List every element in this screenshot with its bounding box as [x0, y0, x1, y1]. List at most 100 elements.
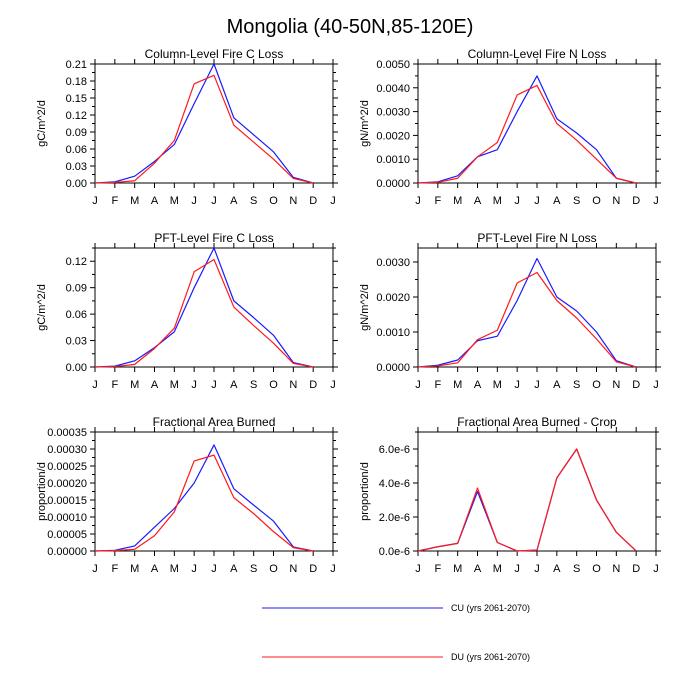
panel-3-point-cu [232, 299, 235, 302]
panel-3-point-cu [193, 286, 196, 289]
panel-2-xtick-label: J [415, 195, 421, 207]
panel-3-point-du [193, 270, 196, 273]
panel-5-ytick-label: 0.00000 [47, 546, 87, 558]
panel-3-point-du [272, 342, 275, 345]
panel-6-xtick-label: J [653, 563, 659, 575]
panel-4-point-du [516, 282, 519, 285]
panel-1-ytick-label: 0.12 [66, 110, 87, 122]
panel-4-point-du [476, 338, 479, 341]
panel-5-xtick-label: J [330, 563, 336, 575]
panel-1-xtick-label: J [191, 195, 197, 207]
panel-3-xtick-label: M [170, 379, 179, 391]
panel-3-point-du [113, 365, 116, 368]
panel-2-xtick-label: M [453, 195, 462, 207]
panel-2-point-cu [595, 148, 598, 151]
panel-6-xtick-label: O [592, 563, 601, 575]
panel-6-xtick-label: J [514, 563, 520, 575]
panel-6-point-du [436, 545, 439, 548]
panel-5-ytick-label: 0.00030 [47, 444, 87, 456]
panel-4-xtick-label: S [573, 379, 580, 391]
panel-6-point-du [555, 476, 558, 479]
panel-5-xtick-label: M [170, 563, 179, 575]
panel-5-point-du [232, 496, 235, 499]
panel-1-xtick-label: D [309, 195, 317, 207]
panel-5-xtick-label: J [92, 563, 98, 575]
panel-3-point-du [213, 258, 216, 261]
panel-1-point-cu [173, 143, 176, 146]
panel-3-point-cu [272, 334, 275, 337]
legend-label-du: DU (yrs 2061-2070) [451, 652, 530, 662]
panel-6-point-du [536, 549, 539, 552]
panel-6-xtick-label: M [493, 563, 502, 575]
panel-4-xtick-label: O [592, 379, 601, 391]
panel-3-point-du [153, 347, 156, 350]
panel-2-xtick-label: F [434, 195, 441, 207]
figure-title: Mongolia (40-50N,85-120E) [227, 16, 474, 38]
panel-4-xtick-label: N [612, 379, 620, 391]
panel-5-point-du [272, 530, 275, 533]
panel-6-xtick-label: J [415, 563, 421, 575]
panel-2-point-cu [496, 148, 499, 151]
panel-3-ytick-label: 0.00 [66, 362, 87, 374]
panel-4-xtick-label: A [553, 379, 561, 391]
panel-2-point-du [436, 181, 439, 184]
panel-3-point-du [292, 362, 295, 365]
panel-3-point-du [252, 324, 255, 327]
panel-5-xtick-label: J [191, 563, 197, 575]
panel-3-ytick-label: 0.03 [66, 336, 87, 348]
panel-2-point-du [536, 84, 539, 87]
panel-1-point-du [173, 139, 176, 142]
panel-5-xtick-label: O [269, 563, 278, 575]
panel-1-xtick-label: O [269, 195, 278, 207]
panel-5-series-du [94, 454, 314, 552]
panel-2-point-cu [516, 110, 519, 113]
panel-5-xtick-label: F [111, 563, 118, 575]
panel-6-ytick-label: 0.0e-6 [379, 546, 410, 558]
panel-3-point-cu [213, 247, 216, 250]
panel-2-point-du [615, 177, 618, 180]
panel-5: Fractional Area Burned proportion/d 0.0000… [36, 415, 338, 575]
panel-5-point-cu [193, 482, 196, 485]
panels: Column-Level Fire C Loss gC/m^2/d 0.00 0.03… [36, 47, 661, 575]
panel-3-xtick-label: A [151, 379, 159, 391]
panel-1-point-du [272, 158, 275, 161]
panel-2-point-du [476, 155, 479, 158]
panel-1-point-cu [133, 175, 136, 178]
panel-3-ylabel: gC/m^2/d [36, 284, 48, 331]
panel-4-xtick-label: D [632, 379, 640, 391]
panel-2-xtick-label: D [632, 195, 640, 207]
panel-2-series-du [417, 84, 637, 184]
panel-1-point-du [153, 162, 156, 165]
panel-3-xtick-label: J [92, 379, 98, 391]
panel-3-point-du [232, 306, 235, 309]
panel-2-ylabel: gN/m^2/d [359, 100, 371, 147]
panel-1-title: Column-Level Fire C Loss [145, 47, 284, 61]
panel-5-xtick-label: M [130, 563, 139, 575]
panel-2-point-du [417, 182, 420, 185]
panel-1-point-du [94, 182, 97, 185]
panel-1-ytick-label: 0.03 [66, 161, 87, 173]
panel-4-series-du [417, 271, 637, 368]
panel-4-point-du [436, 364, 439, 367]
panel-4-xtick-label: J [653, 379, 659, 391]
panel-4-point-du [595, 338, 598, 341]
panel-2-point-cu [575, 132, 578, 135]
panel-5-ytick-label: 0.00035 [47, 427, 87, 439]
panel-4-ylabel: gN/m^2/d [359, 284, 371, 331]
panel-4-point-cu [595, 331, 598, 334]
panel-6-xtick-label: J [534, 563, 540, 575]
panel-3-xtick-label: F [111, 379, 118, 391]
panel-3-xtick-label: A [230, 379, 238, 391]
panel-5-xtick-label: A [230, 563, 238, 575]
panel-5-ytick-label: 0.00025 [47, 461, 87, 473]
panel-6-point-du [476, 487, 479, 490]
panel-3-xtick-label: J [191, 379, 197, 391]
panel-4-point-cu [536, 257, 539, 260]
panel-1-ytick-label: 0.00 [66, 178, 87, 190]
panel-4-point-du [417, 366, 420, 369]
panel-1-ytick-label: 0.09 [66, 127, 87, 139]
panel-3-xtick-label: S [250, 379, 257, 391]
panel-1-xtick-label: J [92, 195, 98, 207]
panel-6-xtick-label: M [453, 563, 462, 575]
